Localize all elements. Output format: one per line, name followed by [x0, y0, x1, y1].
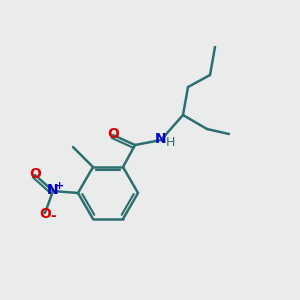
Text: H: H — [165, 136, 175, 148]
Text: N: N — [47, 183, 59, 197]
Text: N: N — [155, 132, 167, 146]
Text: O: O — [39, 207, 51, 221]
Text: +: + — [56, 181, 64, 191]
Text: -: - — [50, 209, 56, 223]
Text: O: O — [107, 127, 119, 141]
Text: O: O — [29, 167, 41, 181]
